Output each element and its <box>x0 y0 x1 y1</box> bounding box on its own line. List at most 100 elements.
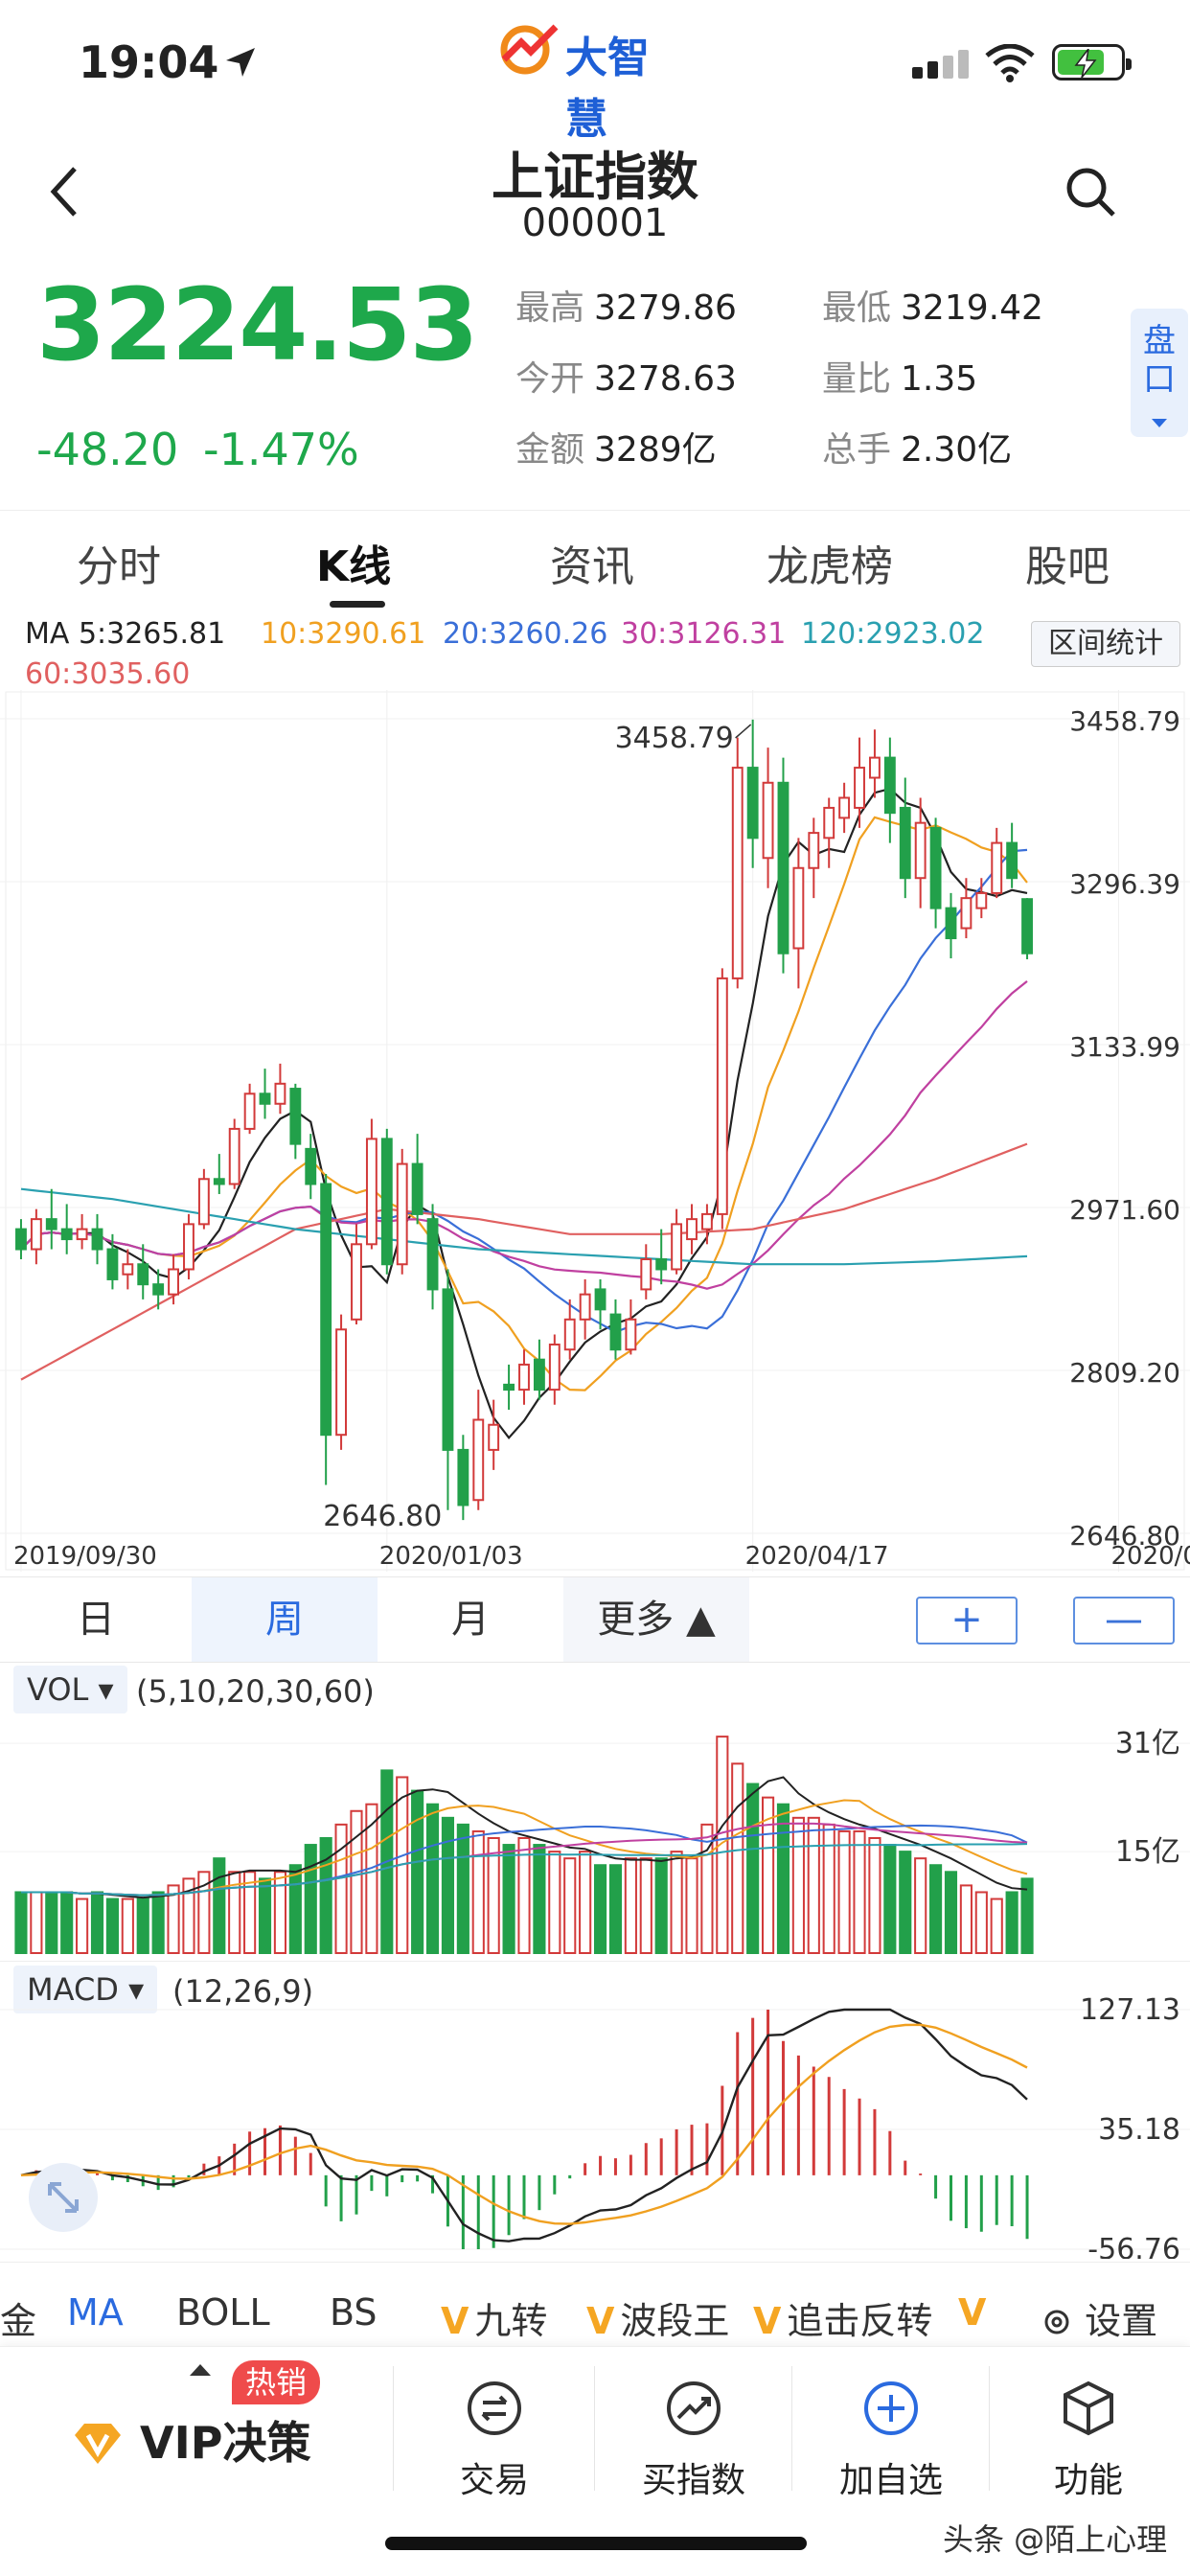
y-tick-label: 3458.79 <box>1069 705 1180 737</box>
macd-tick-label: 127.13 <box>1080 1993 1180 2027</box>
stat-open: 今开 3278.63 <box>515 359 737 399</box>
volume-bar <box>105 1898 119 1955</box>
volume-bar <box>334 1823 348 1954</box>
search-icon[interactable] <box>1062 163 1119 220</box>
range-stats-button[interactable]: 区间统计 <box>1031 621 1180 667</box>
gear-icon <box>1044 2310 1069 2334</box>
vol-tick-label: 15亿 <box>1115 1835 1180 1869</box>
tab-timeshare[interactable]: 分时 <box>77 542 161 591</box>
candle <box>457 1435 469 1521</box>
candle <box>335 1314 348 1450</box>
volume-bar <box>716 1736 729 1954</box>
candle <box>945 892 957 958</box>
volume-bar <box>441 1816 455 1954</box>
pankou-label: 盘口 <box>1143 322 1176 399</box>
tab-dragon-tiger[interactable]: 龙虎榜 <box>767 542 893 591</box>
indicator-jiuzhuan[interactable]: V 九转 <box>441 2300 548 2342</box>
zoom-out-button[interactable]: — <box>1073 1597 1175 1644</box>
vol-label: VOL <box>27 1671 89 1708</box>
indicator-bs[interactable]: BS <box>330 2291 378 2334</box>
indicator-zhuiji[interactable]: V 追击反转 <box>753 2300 933 2342</box>
bottom-bar: 热销 VIP决策 交易 买指数 加自选 功能 头条 @陌上心理 <box>0 2346 1190 2576</box>
vol-tick-label: 31亿 <box>1115 1727 1180 1760</box>
volume-bar <box>533 1844 546 1954</box>
ma5-value: MA 5:3265.81 <box>25 617 226 651</box>
logo-mark-icon <box>500 24 559 75</box>
settings-button[interactable]: 设置 <box>1041 2291 1157 2344</box>
back-arrow-icon[interactable] <box>46 163 84 220</box>
indicator-partial-v[interactable]: V <box>958 2291 992 2334</box>
v-badge-icon: V <box>753 2300 782 2342</box>
volume-bar <box>471 1829 485 1954</box>
candle <box>152 1269 165 1310</box>
candle <box>975 878 988 919</box>
expand-button[interactable] <box>29 2163 98 2232</box>
volume-bar <box>30 1891 43 1954</box>
trade-button[interactable]: 交易 <box>399 2366 590 2500</box>
volume-bar <box>258 1877 272 1954</box>
expand-icon <box>48 2182 79 2213</box>
tab-indicator <box>330 601 385 608</box>
candle <box>259 1069 271 1119</box>
volume-bar <box>791 1816 805 1954</box>
candle <box>1021 898 1033 960</box>
functions-button[interactable]: 功能 <box>993 2366 1184 2500</box>
volume-bar <box>487 1837 500 1954</box>
volume-bar <box>670 1851 683 1954</box>
triangle-up-icon <box>190 2364 211 2376</box>
zoom-in-button[interactable]: + <box>916 1597 1018 1644</box>
indicator-ma[interactable]: MA <box>67 2291 124 2334</box>
candle <box>30 1208 42 1265</box>
candle <box>243 1083 256 1135</box>
volume-bar <box>685 1857 698 1954</box>
volume-bar <box>761 1796 775 1954</box>
indicator-partial[interactable]: 金 <box>0 2300 37 2342</box>
volume-bar <box>182 1877 195 1954</box>
volume-bar <box>228 1871 241 1954</box>
volume-bar <box>1020 1877 1034 1954</box>
candle <box>746 719 759 868</box>
volume-bar <box>822 1823 835 1954</box>
location-arrow-icon <box>226 48 255 77</box>
candle <box>991 827 1003 899</box>
indicator-boduanwang[interactable]: V 波段王 <box>586 2300 730 2342</box>
triangle-down-icon: ▾ <box>98 1671 114 1708</box>
vol-indicator-select[interactable]: VOL ▾ <box>13 1666 127 1714</box>
tab-kline[interactable]: K线 <box>316 542 392 591</box>
period-day[interactable]: 日 <box>77 1598 115 1642</box>
volume-bar <box>411 1789 424 1954</box>
candle <box>883 737 896 843</box>
volume-bar <box>944 1871 958 1954</box>
volume-bar <box>456 1823 469 1954</box>
header: 上证指数 000001 <box>0 125 1190 249</box>
volume-bar <box>151 1891 165 1954</box>
x-tick-label: 2020/07/24 <box>1111 1542 1190 1571</box>
add-watchlist-button[interactable]: 加自选 <box>795 2366 987 2500</box>
pankou-button[interactable]: 盘口 <box>1131 309 1188 437</box>
macd-indicator-select[interactable]: MACD ▾ <box>13 1966 158 2013</box>
ma10-value: 10:3290.61 <box>261 617 426 651</box>
candle <box>488 1399 500 1470</box>
candle <box>396 1148 408 1275</box>
triangle-down-icon <box>1152 419 1167 427</box>
y-tick-label: 2809.20 <box>1069 1357 1180 1389</box>
candle <box>899 777 911 899</box>
volume-bar <box>914 1857 927 1954</box>
indicator-bar: 金 MA BOLL BS V 九转 V 波段王 V 追击反转 V 设置 <box>0 2262 1190 2367</box>
candle <box>533 1339 545 1400</box>
period-week[interactable]: 周 <box>192 1577 378 1662</box>
tab-news[interactable]: 资讯 <box>550 542 634 591</box>
kline-chart[interactable]: 3458.79 3296.39 3133.99 2971.60 2809.20 2646.… <box>0 690 1190 1572</box>
indicator-boll[interactable]: BOLL <box>176 2291 270 2334</box>
period-more[interactable]: 更多 ▲ <box>563 1577 749 1662</box>
macd-params: (12,26,9) <box>172 1973 314 2010</box>
cube-icon <box>1064 2380 1113 2436</box>
period-month[interactable]: 月 <box>451 1598 490 1642</box>
y-tick-label: 2971.60 <box>1069 1194 1180 1226</box>
vip-button[interactable]: VIP决策 <box>71 2408 310 2472</box>
tab-forum[interactable]: 股吧 <box>1025 542 1110 591</box>
x-tick-label: 2020/04/17 <box>745 1542 889 1571</box>
volume-bar <box>197 1871 211 1954</box>
volume-bar <box>136 1898 149 1955</box>
buy-index-button[interactable]: 买指数 <box>598 2366 790 2500</box>
